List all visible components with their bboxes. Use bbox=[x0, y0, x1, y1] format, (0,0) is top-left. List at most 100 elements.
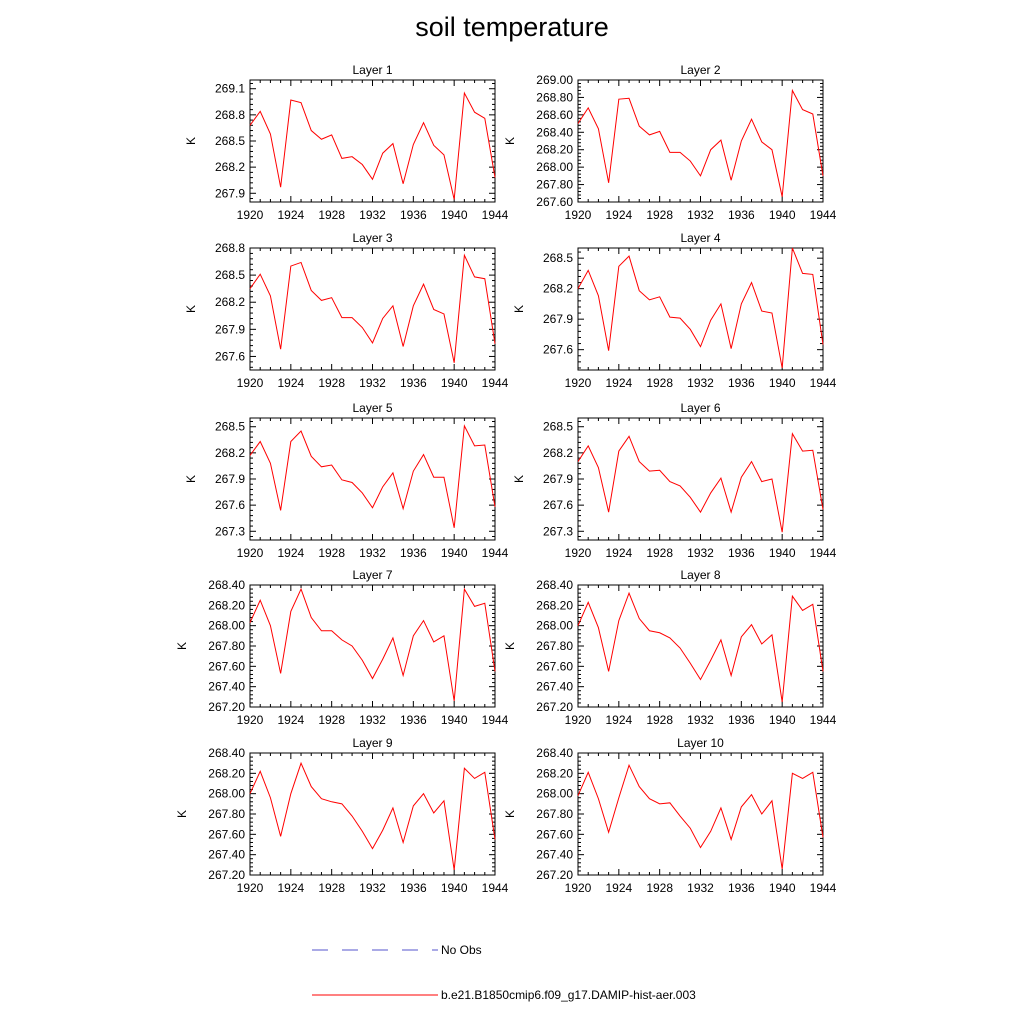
x-tick-label: 1920 bbox=[565, 376, 592, 390]
y-tick-label: 269.1 bbox=[215, 82, 245, 96]
y-tick-label: 268.2 bbox=[215, 295, 245, 309]
panel-layer-10: Layer 10 1920 1924 1928 1932 1936 1940 1944 267.… bbox=[503, 736, 837, 895]
y-tick-label: 268.5 bbox=[215, 420, 245, 434]
x-tick-label: 1944 bbox=[810, 208, 837, 222]
x-tick-label: 1932 bbox=[687, 376, 714, 390]
series-line bbox=[577, 591, 824, 702]
x-tick-label: 1944 bbox=[810, 376, 837, 390]
x-tick-label: 1936 bbox=[400, 208, 427, 222]
panel-layer-6: Layer 6 1920 1924 1928 1932 1936 1940 1944 267.3… bbox=[512, 401, 837, 560]
series-line bbox=[249, 91, 496, 200]
y-axis-label: K bbox=[175, 810, 189, 818]
plot-frame bbox=[577, 752, 824, 876]
y-axis-label: K bbox=[512, 305, 526, 313]
x-tick-label: 1924 bbox=[605, 208, 632, 222]
x-tick-label: 1928 bbox=[318, 713, 345, 727]
x-tick-label: 1920 bbox=[565, 881, 592, 895]
y-tick-label: 268.20 bbox=[536, 598, 573, 612]
x-tick-label: 1924 bbox=[277, 713, 304, 727]
x-tick-label: 1928 bbox=[646, 208, 673, 222]
x-tick-label: 1928 bbox=[318, 546, 345, 560]
y-tick-label: 268.40 bbox=[208, 578, 245, 592]
y-tick-label: 268.00 bbox=[536, 787, 573, 801]
series-line bbox=[577, 432, 824, 533]
panel-title: Layer 4 bbox=[680, 231, 720, 245]
panel-layer-1: Layer 1 1920 1924 1928 1932 1936 1940 1944 267.9… bbox=[184, 63, 509, 222]
y-tick-label: 267.40 bbox=[208, 680, 245, 694]
x-tick-label: 1940 bbox=[441, 208, 468, 222]
x-tick-label: 1944 bbox=[482, 713, 509, 727]
y-tick-label: 268.5 bbox=[543, 420, 573, 434]
x-tick-label: 1940 bbox=[769, 546, 796, 560]
y-axis-label: K bbox=[175, 642, 189, 650]
x-tick-label: 1924 bbox=[277, 881, 304, 895]
panel-title: Layer 5 bbox=[352, 401, 392, 415]
y-tick-label: 267.20 bbox=[536, 700, 573, 714]
x-tick-label: 1932 bbox=[687, 881, 714, 895]
x-tick-label: 1936 bbox=[728, 376, 755, 390]
plot-frame bbox=[577, 79, 824, 203]
y-axis-label: K bbox=[512, 475, 526, 483]
y-tick-label: 267.6 bbox=[215, 349, 245, 363]
x-tick-label: 1928 bbox=[646, 881, 673, 895]
x-tick-label: 1940 bbox=[441, 713, 468, 727]
panel-layer-9: Layer 9 1920 1924 1928 1932 1936 1940 1944 267.2… bbox=[175, 736, 509, 895]
y-axis-label: K bbox=[184, 475, 198, 483]
x-tick-label: 1936 bbox=[728, 208, 755, 222]
series-line bbox=[249, 587, 496, 701]
x-tick-label: 1920 bbox=[237, 881, 264, 895]
plot-frame bbox=[577, 584, 824, 708]
x-tick-label: 1944 bbox=[810, 881, 837, 895]
x-tick-label: 1920 bbox=[237, 208, 264, 222]
y-tick-label: 267.60 bbox=[536, 195, 573, 209]
y-tick-label: 267.40 bbox=[536, 680, 573, 694]
y-tick-label: 267.80 bbox=[536, 807, 573, 821]
panel-title: Layer 1 bbox=[352, 63, 392, 77]
y-tick-label: 268.40 bbox=[536, 746, 573, 760]
plot-frame bbox=[249, 247, 496, 371]
panel-title: Layer 8 bbox=[680, 568, 720, 582]
x-tick-label: 1940 bbox=[769, 881, 796, 895]
y-tick-label: 267.6 bbox=[543, 498, 573, 512]
y-tick-label: 267.6 bbox=[543, 343, 573, 357]
y-tick-label: 268.20 bbox=[208, 766, 245, 780]
y-tick-label: 268.2 bbox=[215, 446, 245, 460]
x-tick-label: 1940 bbox=[441, 881, 468, 895]
y-tick-label: 268.00 bbox=[536, 160, 573, 174]
y-tick-label: 268.40 bbox=[536, 578, 573, 592]
y-tick-label: 267.9 bbox=[543, 312, 573, 326]
x-tick-label: 1924 bbox=[605, 546, 632, 560]
series-line bbox=[249, 253, 496, 363]
plot-frame bbox=[249, 79, 496, 203]
y-axis-label: K bbox=[503, 642, 517, 650]
panel-title: Layer 2 bbox=[680, 63, 720, 77]
panel-layer-4: Layer 4 1920 1924 1928 1932 1936 1940 1944 267.6… bbox=[512, 231, 837, 390]
x-tick-label: 1936 bbox=[728, 881, 755, 895]
y-tick-label: 267.9 bbox=[543, 472, 573, 486]
panel-layer-5: Layer 5 1920 1924 1928 1932 1936 1940 1944 267.3… bbox=[184, 401, 509, 560]
plot-frame bbox=[577, 417, 824, 541]
y-tick-label: 268.8 bbox=[215, 108, 245, 122]
x-tick-label: 1928 bbox=[646, 546, 673, 560]
y-axis-label: K bbox=[184, 137, 198, 145]
x-tick-label: 1944 bbox=[810, 713, 837, 727]
series-line bbox=[577, 763, 824, 869]
x-tick-label: 1924 bbox=[605, 881, 632, 895]
y-tick-label: 267.60 bbox=[208, 827, 245, 841]
x-tick-label: 1936 bbox=[728, 713, 755, 727]
legend: No Obs b.e21.B1850cmip6.f09_g17.DAMIP-his… bbox=[312, 943, 696, 1002]
x-tick-label: 1936 bbox=[400, 881, 427, 895]
series-line bbox=[249, 424, 496, 528]
x-tick-label: 1932 bbox=[359, 881, 386, 895]
y-tick-label: 267.80 bbox=[208, 639, 245, 653]
panel-title: Layer 3 bbox=[352, 231, 392, 245]
y-tick-label: 267.80 bbox=[208, 807, 245, 821]
x-tick-label: 1936 bbox=[400, 713, 427, 727]
y-tick-label: 267.20 bbox=[208, 700, 245, 714]
legend-label-model: b.e21.B1850cmip6.f09_g17.DAMIP-hist-aer.… bbox=[441, 988, 696, 1002]
y-tick-label: 268.8 bbox=[215, 241, 245, 255]
y-tick-label: 267.40 bbox=[536, 848, 573, 862]
y-tick-label: 267.9 bbox=[215, 186, 245, 200]
y-tick-label: 267.6 bbox=[215, 498, 245, 512]
